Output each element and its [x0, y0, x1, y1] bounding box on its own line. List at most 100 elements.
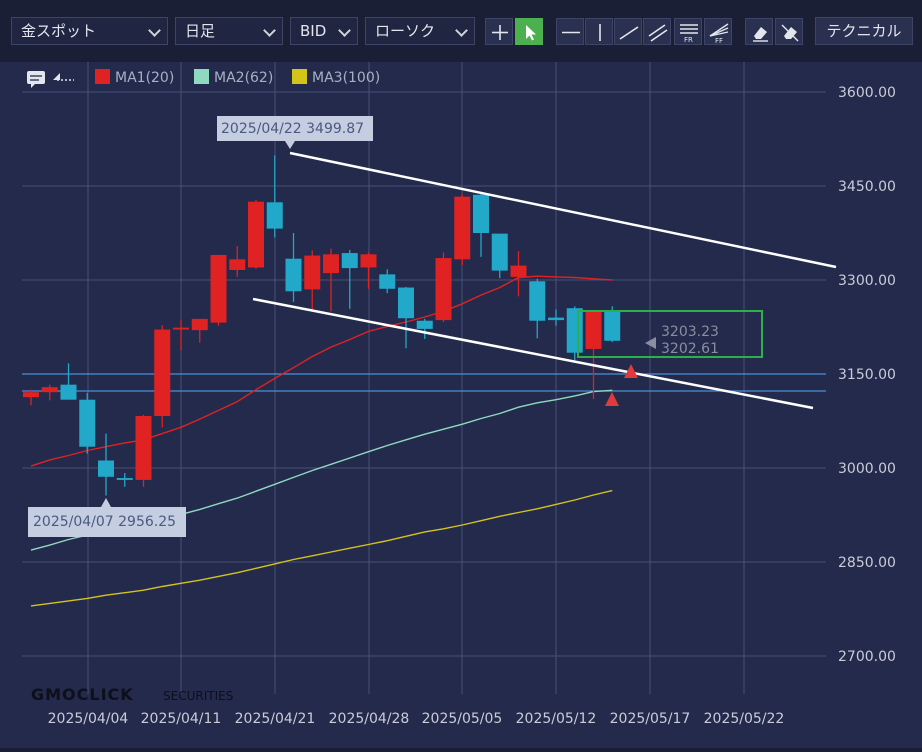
- date-tick-label: 2025/04/11: [141, 711, 222, 727]
- low-label: 2025/04/07 2956.25: [33, 514, 176, 530]
- candle[interactable]: [60, 363, 77, 400]
- trend-line-button[interactable]: [614, 18, 642, 45]
- price-tick-label: 3000.00: [838, 461, 896, 477]
- signal-triangle-icon: [605, 392, 619, 406]
- signal-markers: [605, 364, 638, 406]
- candle[interactable]: [304, 250, 321, 312]
- chevron-down-icon: [338, 24, 351, 37]
- candle[interactable]: [266, 155, 283, 238]
- chevron-down-icon: [455, 24, 468, 37]
- candle[interactable]: [566, 306, 583, 361]
- trend-line-icon: [619, 26, 639, 40]
- candle[interactable]: [79, 392, 96, 454]
- technical-button[interactable]: テクニカル: [815, 17, 913, 45]
- candle[interactable]: [548, 309, 564, 326]
- date-tick-label: 2025/04/21: [235, 711, 316, 727]
- candle[interactable]: [510, 251, 527, 297]
- price-tick-label: 3600.00: [838, 85, 896, 101]
- candle[interactable]: [398, 286, 414, 349]
- candle[interactable]: [491, 233, 508, 279]
- high-pointer-icon: [285, 141, 295, 149]
- price-type-select-label: BID: [300, 22, 327, 40]
- chevron-down-icon: [263, 24, 276, 37]
- chart-style-select[interactable]: ローソク: [365, 17, 475, 45]
- channel-upper-line[interactable]: [289, 151, 837, 269]
- candle[interactable]: [248, 199, 264, 269]
- candle[interactable]: [173, 320, 189, 351]
- date-tick-label: 2025/04/04: [48, 711, 129, 727]
- candle[interactable]: [285, 233, 302, 302]
- candle[interactable]: [604, 306, 621, 343]
- channel-button[interactable]: [643, 18, 671, 45]
- watermark: GMOCLICK SECURITIES: [31, 685, 233, 704]
- candle[interactable]: [154, 325, 171, 428]
- symbol-select-label: 金スポット: [21, 22, 97, 40]
- eraser-button[interactable]: [745, 18, 773, 45]
- chart-grid: [22, 62, 826, 694]
- candle[interactable]: [454, 194, 471, 265]
- time-axis: 2025/04/04 2025/04/11 2025/04/21 2025/04/28…: [48, 711, 785, 727]
- candle[interactable]: [473, 191, 489, 257]
- watermark-logo: GMOCLICK: [31, 685, 134, 704]
- candle[interactable]: [191, 318, 208, 343]
- price-tick-label: 3150.00: [838, 367, 896, 383]
- svg-text:FR: FR: [684, 36, 693, 44]
- candle[interactable]: [416, 318, 433, 339]
- collapse-legend-icon[interactable]: [53, 73, 74, 81]
- trend-lines: [252, 151, 837, 410]
- ma1-label: MA1(20): [115, 70, 174, 86]
- date-tick-label: 2025/05/22: [704, 711, 785, 727]
- candle[interactable]: [435, 252, 452, 322]
- price-axis: 3600.00 3450.00 3300.00 3150.00 3000.00 2850.…: [838, 85, 896, 665]
- crosshair-button[interactable]: [485, 18, 513, 45]
- fibonacci-retracement-button[interactable]: FR: [674, 18, 702, 45]
- ma1-swatch: [95, 69, 110, 84]
- candle[interactable]: [135, 414, 152, 487]
- high-label-box: [217, 116, 373, 141]
- horizontal-lines: [22, 373, 826, 392]
- candle[interactable]: [23, 389, 39, 406]
- horizontal-line-icon: [562, 31, 580, 34]
- date-tick-label: 2025/05/05: [422, 711, 503, 727]
- period-select[interactable]: 日足: [175, 17, 283, 45]
- channel-lower-line[interactable]: [252, 297, 814, 410]
- price-type-select[interactable]: BID: [290, 17, 358, 45]
- candle[interactable]: [41, 384, 58, 401]
- candle[interactable]: [116, 473, 133, 487]
- fibonacci-fan-icon: FF: [709, 23, 729, 45]
- pointer-button[interactable]: [515, 18, 543, 45]
- candle[interactable]: [585, 310, 602, 400]
- candle[interactable]: [379, 269, 396, 294]
- candle[interactable]: [98, 433, 114, 496]
- high-label: 2025/04/22 3499.87: [221, 121, 364, 137]
- high-annotation: 2025/04/22 3499.87: [217, 116, 373, 149]
- candle[interactable]: [210, 254, 227, 326]
- legend: MA1(20) MA2(62) MA3(100): [27, 69, 380, 88]
- ma3-line: [30, 489, 613, 607]
- candle[interactable]: [229, 246, 246, 277]
- vertical-line-icon: [599, 24, 601, 41]
- candle[interactable]: [323, 248, 339, 312]
- comment-icon[interactable]: [27, 71, 45, 88]
- ma2-swatch: [194, 69, 209, 84]
- ma1-line: [30, 275, 613, 467]
- symbol-select[interactable]: 金スポット: [11, 17, 168, 45]
- watermark-suffix: SECURITIES: [163, 689, 233, 703]
- price-tick-label: 3450.00: [838, 179, 896, 195]
- candle[interactable]: [529, 278, 546, 339]
- highlight-box[interactable]: [577, 310, 763, 358]
- fibonacci-fan-button[interactable]: FF: [704, 18, 732, 45]
- horizontal-line-button[interactable]: [556, 18, 584, 45]
- price-tick-label: 2850.00: [838, 555, 896, 571]
- ma3-swatch: [292, 69, 307, 84]
- fibonacci-retracement-icon: FR: [680, 24, 698, 44]
- ma3-label: MA3(100): [312, 70, 380, 86]
- vertical-line-button[interactable]: [585, 18, 613, 45]
- erase-all-button[interactable]: [775, 18, 803, 45]
- candle[interactable]: [341, 249, 358, 309]
- chart-area[interactable]: 3600.00 3450.00 3300.00 3150.00 3000.00 2850.…: [0, 62, 922, 748]
- candle[interactable]: [360, 252, 377, 289]
- erase-all-icon: [781, 24, 799, 42]
- candlestick-chart[interactable]: 3600.00 3450.00 3300.00 3150.00 3000.00 2850.…: [0, 62, 922, 748]
